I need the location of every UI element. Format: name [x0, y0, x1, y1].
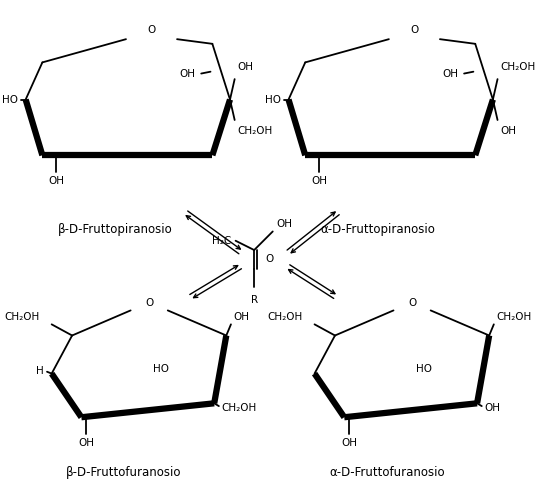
Text: OH: OH [180, 69, 196, 79]
Text: O: O [408, 298, 416, 308]
Text: R: R [251, 295, 258, 305]
Text: HO: HO [265, 95, 281, 105]
Text: CH₂OH: CH₂OH [4, 312, 40, 322]
Text: H₂C: H₂C [211, 236, 231, 246]
Text: OH: OH [311, 176, 327, 186]
Text: CH₂OH: CH₂OH [222, 403, 257, 413]
Text: OH: OH [443, 69, 458, 79]
Text: OH: OH [78, 438, 94, 448]
Text: OH: OH [48, 176, 65, 186]
Text: β-D-Fruttopiranosio: β-D-Fruttopiranosio [58, 223, 172, 236]
Text: O: O [410, 25, 419, 35]
Text: CH₂OH: CH₂OH [500, 62, 535, 72]
Text: OH: OH [277, 218, 293, 228]
Text: OH: OH [485, 403, 500, 413]
Text: CH₂OH: CH₂OH [497, 312, 532, 322]
Text: OH: OH [233, 312, 250, 322]
Text: β-D-Fruttofuranosio: β-D-Fruttofuranosio [66, 466, 182, 479]
Text: OH: OH [341, 438, 357, 448]
Text: OH: OH [500, 126, 516, 136]
Text: CH₂OH: CH₂OH [237, 126, 273, 136]
Text: HO: HO [416, 364, 432, 374]
Text: HO: HO [2, 95, 18, 105]
Text: α-D-Fruttopiranosio: α-D-Fruttopiranosio [320, 223, 435, 236]
Text: HO: HO [153, 364, 169, 374]
Text: O: O [265, 255, 273, 265]
Text: OH: OH [237, 62, 253, 72]
Text: α-D-Fruttofuranosio: α-D-Fruttofuranosio [329, 466, 445, 479]
Text: CH₂OH: CH₂OH [267, 312, 302, 322]
Text: O: O [145, 298, 153, 308]
Text: H: H [37, 366, 44, 376]
Text: O: O [148, 25, 156, 35]
